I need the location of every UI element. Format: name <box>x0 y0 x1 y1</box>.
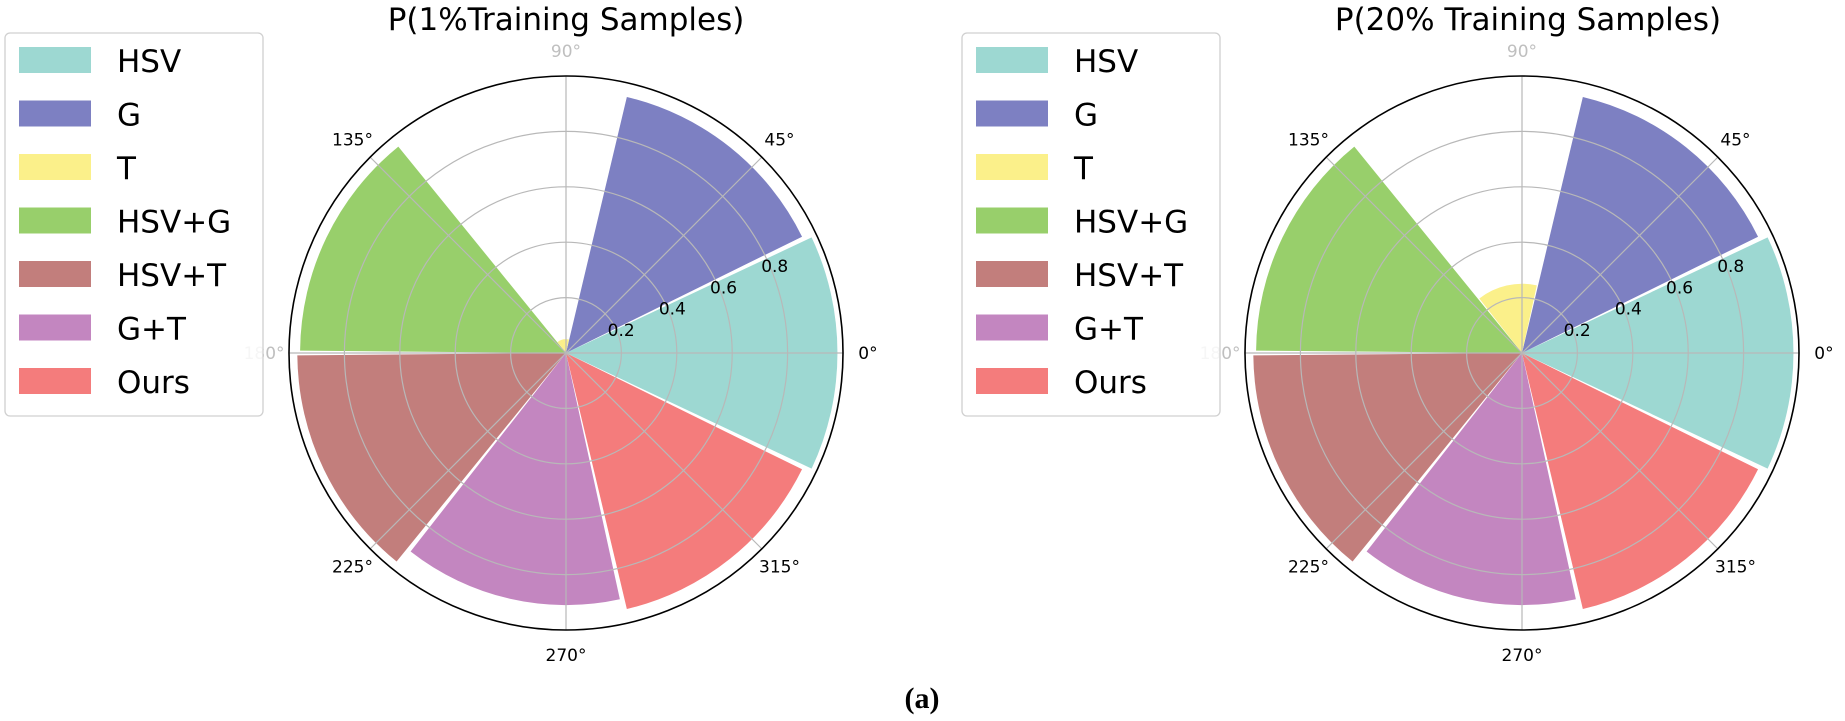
grid-spoke-45 <box>565 156 763 354</box>
angle-label-90: 90° <box>1507 42 1537 62</box>
bar-hsv-g <box>300 146 566 353</box>
legend-swatch-g-t <box>19 314 91 341</box>
angle-label-90: 90° <box>551 42 581 62</box>
radial-tick-label: 0.6 <box>1666 278 1693 298</box>
radial-tick-label: 0.4 <box>659 300 686 320</box>
chart-title: P(1%Training Samples) <box>388 2 745 38</box>
legend-label-hsv-g: HSV+G <box>1074 205 1188 241</box>
bar-hsv-t <box>1253 353 1522 562</box>
polar-frame <box>288 75 844 631</box>
radial-tick-label: 0.8 <box>761 257 788 277</box>
chart-title: P(20% Training Samples) <box>1335 2 1721 38</box>
legend-swatch-hsv-g <box>976 207 1048 234</box>
bar-g-t <box>410 353 620 606</box>
legend-label-hsv-t: HSV+T <box>117 258 227 294</box>
bar-hsv-g <box>1256 146 1522 353</box>
angle-label-270: 270° <box>1502 646 1543 666</box>
legend-label-g: G <box>1074 98 1098 134</box>
legend-label-hsv: HSV <box>117 44 181 80</box>
grid-spoke-135 <box>369 156 567 354</box>
legend-label-ours: Ours <box>1074 365 1147 401</box>
legend-swatch-t <box>976 154 1048 180</box>
polar-chart-20pct: 0.20.40.60.80°45°90°135°180°225°270°315°… <box>961 2 1834 666</box>
angle-label-45: 45° <box>764 131 794 151</box>
legend-swatch-hsv-t <box>976 261 1048 287</box>
legend-label-g: G <box>117 98 141 134</box>
legend: HSV GT HSV+G HSV+T G+T Ours <box>4 32 264 417</box>
bar-g <box>1522 96 1759 354</box>
angle-label-315: 315° <box>759 557 800 577</box>
grid-spoke-225 <box>369 352 567 550</box>
legend-swatch-g <box>976 100 1048 127</box>
angle-label-0: 0° <box>858 344 877 364</box>
angle-label-225: 225° <box>332 557 373 577</box>
radial-tick-label: 0.2 <box>608 321 635 341</box>
legend-swatch-hsv <box>976 47 1048 73</box>
legend-swatch-hsv <box>19 47 91 73</box>
angle-label-45: 45° <box>1720 131 1750 151</box>
grid-spoke-225 <box>1325 352 1523 550</box>
radial-tick-label: 0.8 <box>1717 257 1744 277</box>
legend-swatch-g-t <box>976 314 1048 341</box>
legend-label-hsv: HSV <box>1074 44 1138 80</box>
legend-swatch-g <box>19 100 91 127</box>
bar-ours <box>566 353 803 610</box>
radial-tick-label: 0.4 <box>1615 300 1642 320</box>
figure-caption: (a) <box>905 682 940 715</box>
radial-tick-label: 0.6 <box>710 278 737 298</box>
bar-g <box>566 96 803 354</box>
angle-label-135: 135° <box>332 131 373 151</box>
legend-label-t: T <box>116 151 137 187</box>
legend-label-ours: Ours <box>117 365 190 401</box>
legend-swatch-hsv-t <box>19 261 91 287</box>
radial-tick-label: 0.2 <box>1564 321 1591 341</box>
polar-frame <box>1244 75 1800 631</box>
angle-label-270: 270° <box>546 646 587 666</box>
legend-swatch-ours <box>976 368 1048 394</box>
bar-hsv-t <box>297 353 566 562</box>
legend-label-hsv-g: HSV+G <box>117 205 231 241</box>
grid-spoke-135 <box>1325 156 1523 354</box>
angle-label-0: 0° <box>1814 344 1833 364</box>
grid-spoke-315 <box>1521 352 1719 550</box>
legend-label-t: T <box>1073 151 1094 187</box>
legend-label-g-t: G+T <box>117 312 187 348</box>
angle-label-135: 135° <box>1288 131 1329 151</box>
legend-swatch-hsv-g <box>19 207 91 234</box>
legend-swatch-ours <box>19 368 91 394</box>
legend-swatch-t <box>19 154 91 180</box>
bar-ours <box>1522 353 1759 610</box>
legend: HSV GT HSV+G HSV+T G+T Ours <box>961 32 1221 417</box>
bar-g-t <box>1366 353 1576 606</box>
grid-spoke-45 <box>1521 156 1719 354</box>
angle-label-225: 225° <box>1288 557 1329 577</box>
angle-label-315: 315° <box>1715 557 1756 577</box>
grid-spoke-315 <box>565 352 763 550</box>
legend-label-hsv-t: HSV+T <box>1074 258 1184 294</box>
legend-label-g-t: G+T <box>1074 312 1144 348</box>
polar-chart-1pct: 0.20.40.60.80°45°90°135°180°225°270°315°… <box>4 2 878 666</box>
